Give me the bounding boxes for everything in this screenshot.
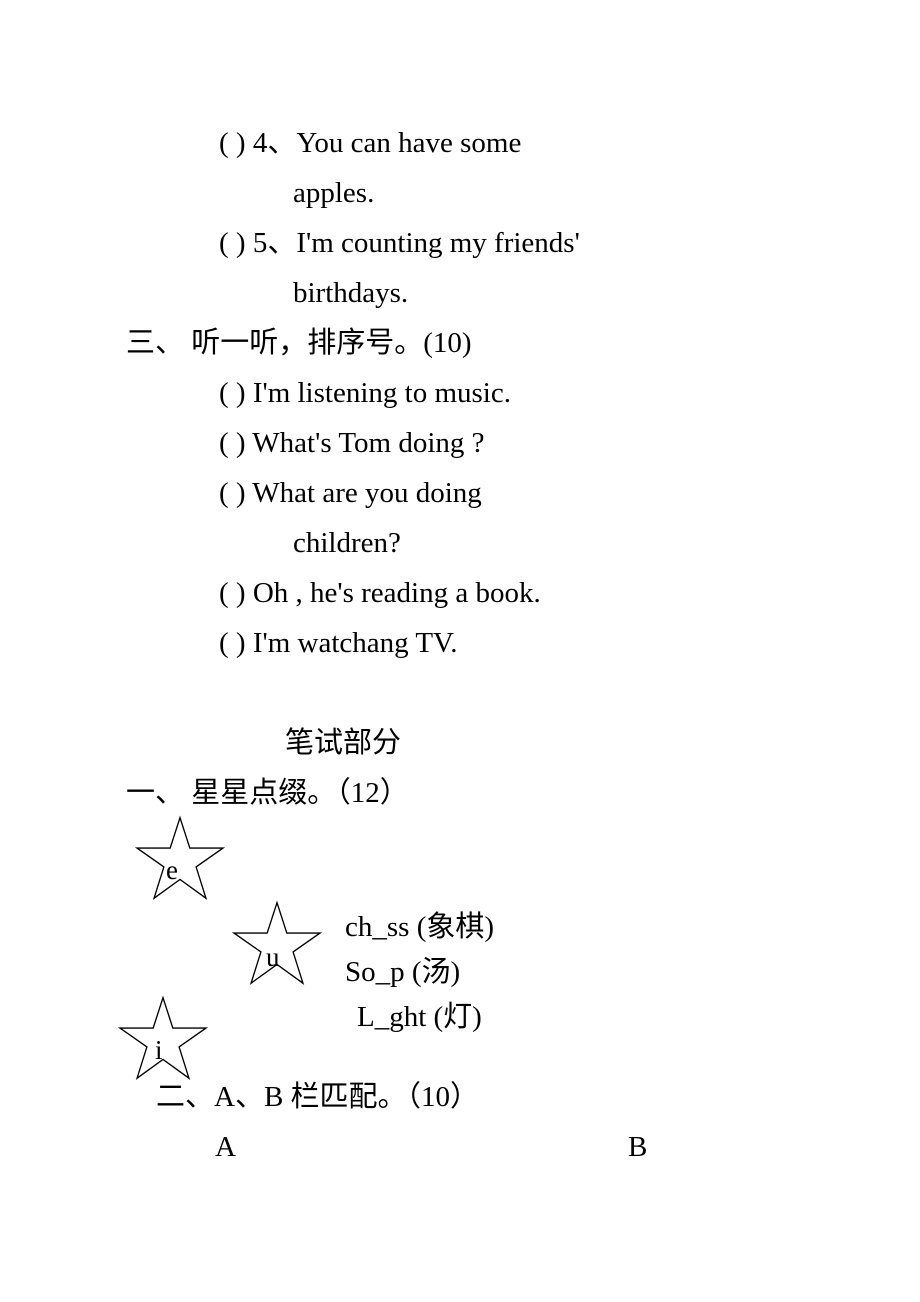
item-5-text-1: I'm counting my friends' — [296, 227, 580, 259]
section-3-q1: ( ) I'm listening to music. — [219, 376, 511, 411]
section-3-q5: ( ) I'm watchang TV. — [219, 626, 458, 661]
written-s1-heading: 一、 星星点缀。（12） — [126, 776, 409, 811]
column-b-label: B — [628, 1130, 647, 1165]
written-section-title: 笔试部分 — [285, 726, 401, 761]
written-s2-heading: 二、A、B 栏匹配。（10） — [156, 1080, 479, 1115]
item-4-text-1: You can have some — [296, 127, 521, 159]
item-4-line-1: ( ) 4、You can have some — [219, 126, 521, 161]
fill-word-2: So_p (汤) — [345, 955, 460, 990]
star-i-label: i — [155, 1035, 163, 1066]
item-4-line-2: apples. — [293, 176, 374, 211]
fill-word-1: ch_ss (象棋) — [345, 910, 494, 945]
section-3-heading: 三、 听一听，排序号。(10) — [126, 326, 472, 361]
star-e-label: e — [166, 855, 178, 886]
item-5-line-1: ( ) 5、I'm counting my friends' — [219, 226, 580, 261]
star-i — [118, 995, 208, 1080]
star-u-label: u — [266, 942, 280, 973]
column-a-label: A — [215, 1130, 236, 1165]
section-3-q3-line-1: ( ) What are you doing — [219, 476, 482, 511]
star-e — [135, 815, 225, 900]
fill-word-3: L_ght (灯) — [357, 1000, 482, 1035]
item-5-line-2: birthdays. — [293, 276, 408, 311]
section-3-q2: ( ) What's Tom doing ? — [219, 426, 485, 461]
item-5-prefix: ( ) 5、 — [219, 227, 296, 259]
section-3-q4: ( ) Oh , he's reading a book. — [219, 576, 541, 611]
section-3-q3-line-2: children? — [293, 526, 401, 561]
item-4-prefix: ( ) 4、 — [219, 127, 296, 159]
